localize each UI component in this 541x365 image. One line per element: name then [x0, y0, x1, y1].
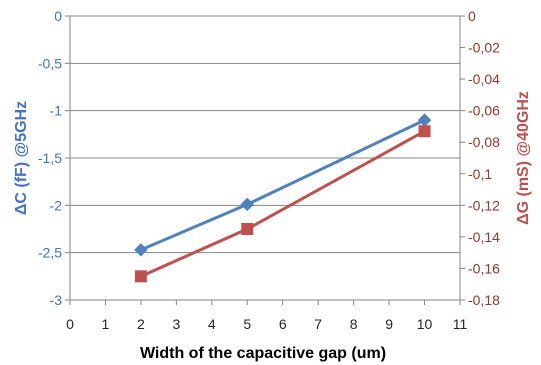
tick-label-left: -1,5 — [38, 150, 62, 166]
tick-label-x: 4 — [208, 316, 216, 332]
left-axis-title: ΔC (fF) @5GHz — [13, 101, 30, 215]
tick-label-right: -0,18 — [468, 292, 500, 308]
tick-label-right: -0,04 — [468, 71, 500, 87]
tick-label-x: 8 — [350, 316, 358, 332]
tick-label-x: 5 — [243, 316, 251, 332]
tick-label-right: -0,12 — [468, 197, 500, 213]
series-2-marker — [418, 125, 431, 138]
series-1-marker — [417, 113, 432, 127]
series-1-marker — [240, 197, 254, 212]
tick-label-x: 1 — [102, 316, 110, 332]
tick-label-right: -0,02 — [468, 40, 500, 56]
series-2-marker — [241, 223, 254, 235]
x-axis-title: Width of the capacitive gap (um) — [140, 345, 386, 362]
tick-label-x: 10 — [417, 316, 433, 332]
tick-label-x: 2 — [137, 316, 145, 332]
series-2-marker — [134, 270, 147, 283]
tick-label-left: -0,5 — [38, 55, 62, 71]
tick-label-x: 6 — [279, 316, 287, 332]
series-line-1 — [140, 118, 426, 252]
tick-label-left: 0 — [54, 8, 62, 24]
tick-label-x: 9 — [385, 316, 393, 332]
series-line-2 — [140, 129, 426, 278]
tick-label-left: -2 — [50, 197, 63, 213]
series-1-marker — [134, 243, 148, 257]
tick-label-left: -2,5 — [38, 245, 62, 261]
tick-label-right: -0,08 — [468, 134, 500, 150]
tick-label-right: -0,16 — [468, 260, 500, 276]
tick-label-left: -3 — [50, 292, 63, 308]
tick-label-right: -0,1 — [468, 166, 492, 182]
tick-label-x: 11 — [453, 316, 468, 332]
tick-label-right: -0,14 — [468, 229, 500, 245]
right-axis-ticks: 0 -0,02 -0,04 -0,06 -0,08 -0,1 -0,12 -0,14 -0,16… — [460, 8, 500, 308]
left-axis-ticks: 0 -0,5 -1 -1,5 -2 -2,5 -3 — [38, 8, 70, 308]
tick-label-x: 0 — [66, 316, 74, 332]
tick-label-right: 0 — [468, 8, 476, 24]
gridlines — [70, 15, 460, 301]
series-group — [134, 113, 432, 283]
right-axis-title: ΔG (mS) @40GHz — [515, 91, 532, 225]
tick-label-x: 7 — [314, 316, 322, 332]
tick-label-right: -0,06 — [468, 103, 500, 119]
tick-label-x: 3 — [172, 316, 180, 332]
tick-label-left: -1 — [50, 103, 63, 119]
x-axis-ticks: 0 1 2 3 4 5 6 7 8 9 10 11 — [66, 300, 467, 332]
